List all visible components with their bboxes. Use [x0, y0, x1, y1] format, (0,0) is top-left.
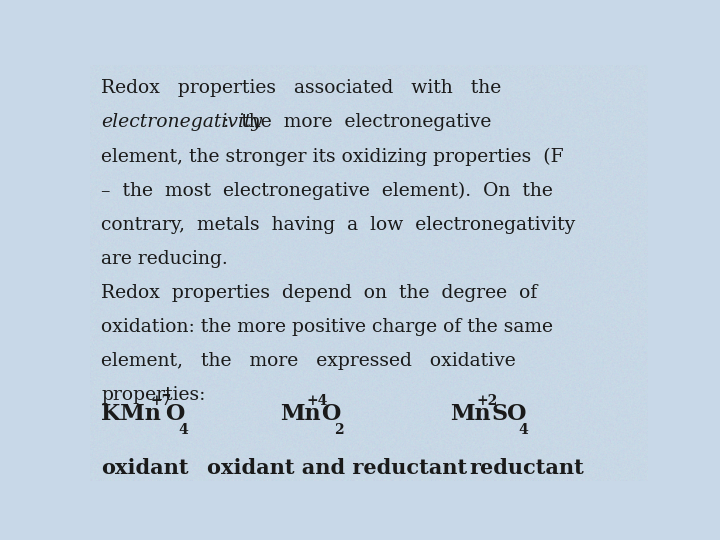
Text: Redox  properties  depend  on  the  degree  of: Redox properties depend on the degree of	[101, 284, 537, 302]
Text: are reducing.: are reducing.	[101, 250, 228, 268]
Text: +7: +7	[150, 394, 171, 408]
Text: SO: SO	[492, 403, 527, 426]
Text: O: O	[166, 403, 185, 426]
Text: 2: 2	[334, 423, 343, 437]
Text: O: O	[322, 403, 341, 426]
Text: oxidant and reductant: oxidant and reductant	[207, 458, 467, 478]
Text: element, the stronger its oxidizing properties  (F: element, the stronger its oxidizing prop…	[101, 147, 564, 166]
Text: –  the  most  electronegative  element).  On  the: – the most electronegative element). On …	[101, 181, 553, 200]
Text: oxidation: the more positive charge of the same: oxidation: the more positive charge of t…	[101, 318, 553, 336]
Text: contrary,  metals  having  a  low  electronegativity: contrary, metals having a low electroneg…	[101, 216, 575, 234]
Text: Mn: Mn	[280, 403, 320, 426]
Text: +4: +4	[307, 394, 328, 408]
Text: oxidant: oxidant	[101, 458, 189, 478]
Text: reductant: reductant	[469, 458, 584, 478]
Text: +2: +2	[477, 394, 498, 408]
Text: properties:: properties:	[101, 386, 205, 404]
Text: :  the  more  electronegative: : the more electronegative	[222, 113, 491, 131]
Text: Mn: Mn	[450, 403, 490, 426]
Text: element,   the   more   expressed   oxidative: element, the more expressed oxidative	[101, 352, 516, 370]
Text: Redox   properties   associated   with   the: Redox properties associated with the	[101, 79, 501, 97]
Text: KMn: KMn	[101, 403, 161, 426]
Text: 4: 4	[178, 423, 188, 437]
Text: 4: 4	[518, 423, 528, 437]
Text: electronegativity: electronegativity	[101, 113, 262, 131]
